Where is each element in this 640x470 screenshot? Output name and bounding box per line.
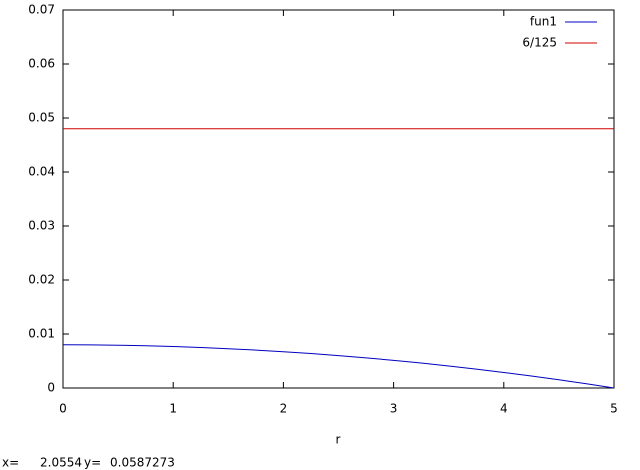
x-tick-label: 4 — [500, 402, 508, 416]
legend-label: 6/125 — [522, 36, 557, 50]
y-tick-label: 0.05 — [28, 111, 55, 125]
y-tick-label: 0.07 — [28, 3, 55, 17]
x-tick-label: 2 — [280, 402, 288, 416]
series-line — [62, 344, 615, 389]
x-tick-label: 5 — [610, 402, 618, 416]
y-tick-label: 0.06 — [28, 57, 55, 71]
x-tick-label: 1 — [169, 402, 177, 416]
plot-border — [62, 9, 615, 389]
status-x-label: x= — [2, 456, 19, 470]
y-tick-label: 0 — [47, 381, 55, 395]
status-y-value: 0.0587273 — [110, 456, 175, 470]
x-axis-label: r — [336, 433, 341, 447]
y-tick-label: 0.01 — [28, 327, 55, 341]
x-tick-label: 0 — [59, 402, 67, 416]
status-x-value: 2.0554 — [40, 456, 82, 470]
y-tick-label: 0.02 — [28, 273, 55, 287]
y-tick-label: 0.03 — [28, 219, 55, 233]
legend-label: fun1 — [530, 15, 557, 29]
y-tick-label: 0.04 — [28, 165, 55, 179]
x-tick-label: 3 — [390, 402, 398, 416]
status-y-label: y= — [84, 456, 101, 470]
